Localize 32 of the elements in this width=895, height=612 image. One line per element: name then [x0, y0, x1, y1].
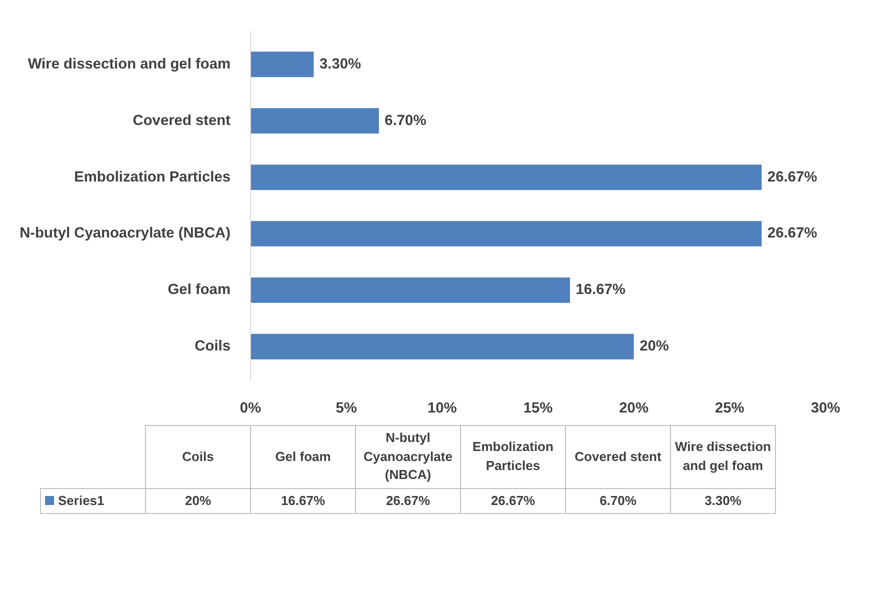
- data-label: 20%: [640, 338, 669, 355]
- category-label: Coils: [182, 448, 214, 464]
- category-label: Covered stent: [574, 448, 662, 464]
- y-tick-label: Gel foam: [168, 282, 231, 298]
- category-label: Gel foam: [275, 448, 331, 464]
- x-tick-label: 10%: [428, 400, 457, 416]
- x-tick-label: 0%: [240, 400, 262, 416]
- text: 3.30%: [704, 492, 742, 508]
- y-tick-label: Embolization Particles: [74, 169, 230, 186]
- text: 26.67%: [490, 492, 536, 508]
- y-tick-label: Wire dissection and gel foam: [28, 56, 230, 72]
- y-tick-label: Covered stent: [132, 112, 231, 129]
- text: 26.67%: [386, 492, 430, 508]
- x-tick-label: 5%: [336, 400, 357, 416]
- legend-label: Series1: [40, 488, 146, 514]
- data-label: 26.67%: [767, 226, 818, 242]
- text: 20%: [184, 492, 212, 508]
- text: 6.70%: [600, 492, 636, 508]
- data-label: 26.67%: [767, 169, 818, 186]
- x-tick-label: 25%: [715, 400, 744, 416]
- y-tick-label: Coils: [194, 338, 231, 355]
- data-label: 16.67%: [576, 282, 626, 298]
- category-label: Wire dissection and gel foam: [675, 439, 771, 473]
- data-label: 3.30%: [320, 56, 362, 72]
- x-tick-label: 20%: [619, 400, 649, 416]
- category-label: Embolization Particles: [472, 439, 554, 473]
- category-label: N-butyl Cyanoacrylate (NBCA): [364, 430, 452, 482]
- data-label: 6.70%: [384, 112, 426, 129]
- y-tick-label: N-butyl Cyanoacrylate (NBCA): [20, 226, 231, 242]
- x-tick-label: 30%: [810, 400, 840, 416]
- x-tick-label: 15%: [523, 400, 553, 416]
- text: 16.67%: [280, 492, 326, 508]
